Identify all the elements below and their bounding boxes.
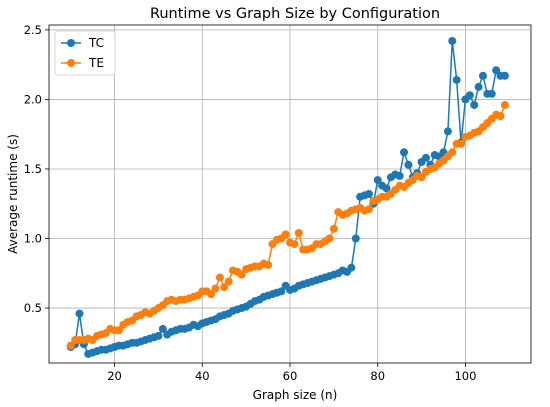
data-point-tc bbox=[75, 309, 84, 318]
data-point-te bbox=[237, 270, 246, 279]
data-point-tc bbox=[382, 184, 391, 193]
data-point-te bbox=[211, 284, 220, 293]
data-point-tc bbox=[154, 331, 163, 340]
data-point-tc bbox=[373, 176, 382, 185]
y-tick-label: 0.5 bbox=[24, 301, 42, 315]
data-point-tc bbox=[452, 75, 461, 84]
data-point-tc bbox=[487, 89, 496, 98]
data-point-tc bbox=[400, 148, 409, 157]
data-point-te bbox=[207, 290, 216, 299]
data-point-tc bbox=[443, 127, 452, 136]
series-line-tc bbox=[70, 40, 505, 355]
data-point-tc bbox=[474, 82, 483, 91]
data-point-te bbox=[329, 224, 338, 233]
y-tick-label: 2.0 bbox=[24, 92, 42, 106]
y-tick-label: 1.5 bbox=[24, 162, 42, 176]
data-point-te bbox=[66, 341, 75, 350]
data-point-te bbox=[220, 283, 229, 292]
series-line-te bbox=[70, 104, 506, 347]
data-point-tc bbox=[500, 71, 509, 80]
data-point-tc bbox=[404, 160, 413, 169]
y-tick-label: 2.5 bbox=[24, 23, 42, 37]
x-tick-label: 20 bbox=[107, 369, 122, 383]
x-tick-label: 100 bbox=[454, 369, 476, 383]
data-point-te bbox=[500, 100, 509, 109]
data-point-tc bbox=[465, 91, 474, 100]
data-point-tc bbox=[478, 71, 487, 80]
data-point-te bbox=[325, 234, 334, 243]
data-point-tc bbox=[347, 263, 356, 272]
data-point-te bbox=[496, 112, 505, 121]
data-point-tc bbox=[492, 66, 501, 75]
data-point-te bbox=[364, 205, 373, 214]
data-point-te bbox=[264, 260, 273, 269]
data-point-tc bbox=[277, 287, 286, 296]
grid-layer bbox=[49, 25, 531, 363]
data-point-te bbox=[448, 148, 457, 157]
data-point-tc bbox=[395, 171, 404, 180]
data-point-tc bbox=[351, 234, 360, 243]
legend-marker-tc bbox=[67, 39, 75, 47]
y-axis-label: Average runtime (s) bbox=[6, 134, 20, 254]
data-point-te bbox=[114, 326, 123, 335]
ticks-layer: 20 40 60 80 100 0.5 1.0 1.5 2.0 2.5 bbox=[24, 23, 477, 383]
x-tick-label: 60 bbox=[283, 369, 298, 383]
legend-box bbox=[54, 30, 116, 76]
legend-label-te: TE bbox=[88, 56, 104, 70]
series-layer bbox=[66, 37, 509, 358]
data-point-tc bbox=[364, 190, 373, 198]
data-point-tc bbox=[470, 100, 479, 109]
data-point-te bbox=[281, 230, 290, 239]
data-point-te bbox=[457, 139, 466, 148]
data-point-te bbox=[215, 273, 224, 282]
data-point-te bbox=[417, 173, 426, 182]
legend: TC TE bbox=[54, 30, 116, 76]
data-point-tc bbox=[448, 37, 457, 45]
data-point-te bbox=[294, 228, 303, 237]
data-point-tc bbox=[421, 153, 430, 162]
data-point-te bbox=[224, 277, 233, 286]
x-tick-label: 40 bbox=[195, 369, 210, 383]
chart-title: Runtime vs Graph Size by Configuration bbox=[150, 6, 440, 22]
data-point-tc bbox=[158, 324, 167, 333]
legend-marker-te bbox=[67, 59, 75, 67]
data-point-te bbox=[290, 240, 299, 249]
x-axis-label: Graph size (n) bbox=[253, 388, 338, 402]
legend-label-tc: TC bbox=[88, 36, 104, 50]
x-tick-label: 80 bbox=[370, 369, 385, 383]
y-tick-label: 1.0 bbox=[24, 232, 42, 246]
